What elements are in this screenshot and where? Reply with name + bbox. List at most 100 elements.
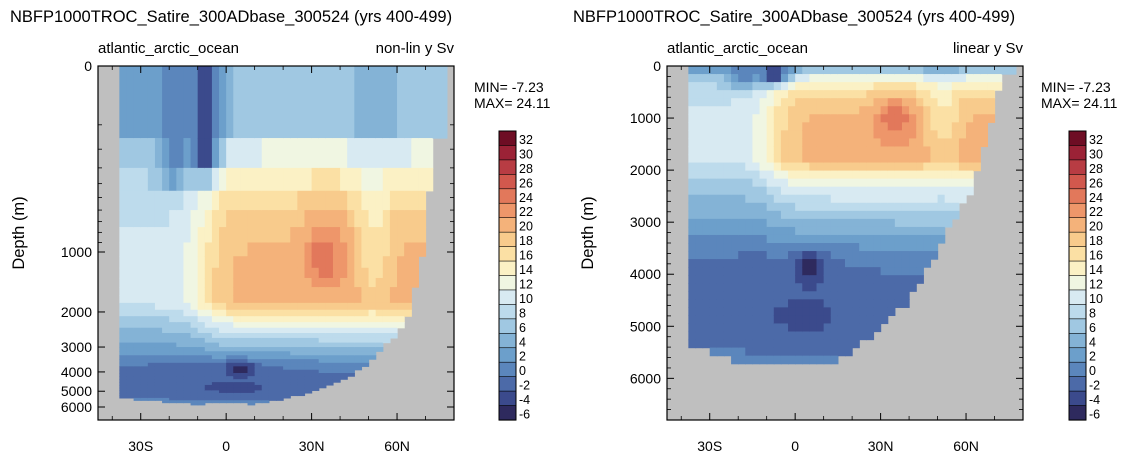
- colorbar-label: 30: [1089, 147, 1103, 161]
- heatmap-cell: [887, 194, 896, 204]
- heatmap-cell: [226, 392, 234, 397]
- heatmap-cell: [411, 210, 419, 228]
- heatmap-cell: [773, 122, 782, 131]
- heatmap-cell: [311, 302, 320, 311]
- heatmap-cell: [368, 138, 377, 169]
- heatmap-cell: [176, 376, 185, 380]
- heatmap-cell: [788, 154, 796, 164]
- x-tick-label: 0: [222, 438, 230, 454]
- heatmap-cell: [254, 395, 263, 399]
- chart-panel-nonlinear: NBFP1000TROC_Satire_300ADbase_300524 (yr…: [10, 8, 551, 454]
- heatmap-cell: [852, 315, 860, 325]
- heatmap-cell: [916, 259, 924, 268]
- heatmap-cell: [731, 98, 739, 107]
- heatmap-cell: [837, 122, 846, 131]
- heatmap-cell: [773, 291, 782, 300]
- heatmap-cell: [375, 295, 384, 304]
- heatmap-cell: [347, 359, 355, 364]
- heatmap-cell: [190, 359, 199, 364]
- heatmap-cell: [389, 190, 398, 211]
- heatmap-cell: [311, 342, 320, 348]
- heatmap-cell: [873, 259, 882, 268]
- heatmap-cell: [716, 114, 725, 123]
- heatmap-cell: [354, 366, 363, 371]
- heatmap-cell: [297, 190, 306, 211]
- heatmap-cell: [937, 146, 946, 156]
- colorbar-frame: [1068, 130, 1087, 421]
- heatmap-cell: [944, 66, 953, 75]
- heatmap-cell: [290, 167, 298, 192]
- heatmap-cell: [119, 382, 128, 386]
- heatmap-cell: [788, 331, 796, 341]
- colorbar-label: 6: [519, 321, 526, 335]
- heatmap-cell: [283, 395, 291, 399]
- heatmap-cell: [204, 362, 213, 367]
- heatmap-cell: [233, 397, 241, 401]
- heatmap-cell: [766, 178, 775, 188]
- heatmap-cell: [297, 347, 306, 352]
- heatmap-cell: [368, 337, 377, 344]
- heatmap-cell: [233, 390, 241, 394]
- heatmap-cell: [219, 242, 227, 257]
- heatmap-cell: [276, 210, 284, 228]
- heatmap-cell: [830, 90, 839, 99]
- heatmap-cell: [894, 194, 903, 204]
- heatmap-cell: [752, 98, 761, 107]
- heatmap-cell: [368, 167, 377, 192]
- heatmap-cell: [283, 342, 291, 348]
- heatmap-cell: [702, 210, 711, 220]
- heatmap-cell: [845, 291, 853, 300]
- heatmap-cell: [147, 332, 156, 339]
- heatmap-cell: [966, 138, 974, 148]
- heatmap-cell: [901, 291, 910, 300]
- heatmap-cell: [169, 210, 177, 228]
- heatmap-cell: [958, 178, 967, 188]
- colorbar-swatch: [1068, 130, 1087, 147]
- heatmap-cell: [290, 332, 298, 339]
- heatmap-cell: [716, 122, 725, 131]
- heatmap-cell: [169, 227, 177, 244]
- heatmap-cell: [119, 227, 128, 244]
- heatmap-cell: [752, 251, 761, 260]
- heatmap-cell: [823, 315, 832, 325]
- heatmap-cell: [880, 178, 889, 188]
- heatmap-cell: [311, 227, 320, 244]
- heatmap-cell: [731, 130, 739, 140]
- heatmap-cell: [958, 114, 967, 123]
- heatmap-cell: [290, 277, 298, 288]
- heatmap-cell: [140, 332, 149, 339]
- heatmap-cell: [268, 351, 277, 356]
- heatmap-cell: [909, 74, 917, 83]
- heatmap-cell: [268, 362, 277, 367]
- heatmap-cell: [759, 130, 768, 140]
- heatmap-cell: [190, 366, 199, 371]
- heatmap-cell: [823, 66, 832, 75]
- heatmap-cell: [695, 66, 704, 75]
- heatmap-cell: [816, 178, 825, 188]
- heatmap-cell: [325, 256, 334, 269]
- heatmap-cell: [389, 138, 398, 169]
- heatmap-cell: [211, 382, 220, 386]
- heatmap-cell: [901, 154, 910, 164]
- heatmap-cell: [745, 275, 754, 284]
- heatmap-cell: [723, 66, 732, 75]
- heatmap-cell: [731, 234, 739, 244]
- heatmap-cell: [937, 74, 946, 83]
- heatmap-cell: [240, 332, 249, 339]
- heatmap-cell: [197, 366, 206, 371]
- heatmap-cell: [788, 114, 796, 123]
- heatmap-cell: [745, 178, 754, 188]
- heatmap-cell: [140, 337, 149, 344]
- heatmap-cell: [966, 74, 974, 83]
- heatmap-cell: [162, 277, 170, 288]
- heatmap-cell: [197, 373, 206, 377]
- heatmap-cell: [845, 114, 853, 123]
- heatmap-cell: [930, 130, 939, 140]
- heatmap-cell: [695, 226, 704, 236]
- heatmap-cell: [162, 316, 170, 323]
- heatmap-cell: [709, 138, 718, 148]
- heatmap-cell: [702, 339, 711, 349]
- heatmap-cell: [866, 130, 875, 140]
- colorbar-label: -6: [519, 408, 530, 422]
- heatmap-cell: [866, 315, 875, 325]
